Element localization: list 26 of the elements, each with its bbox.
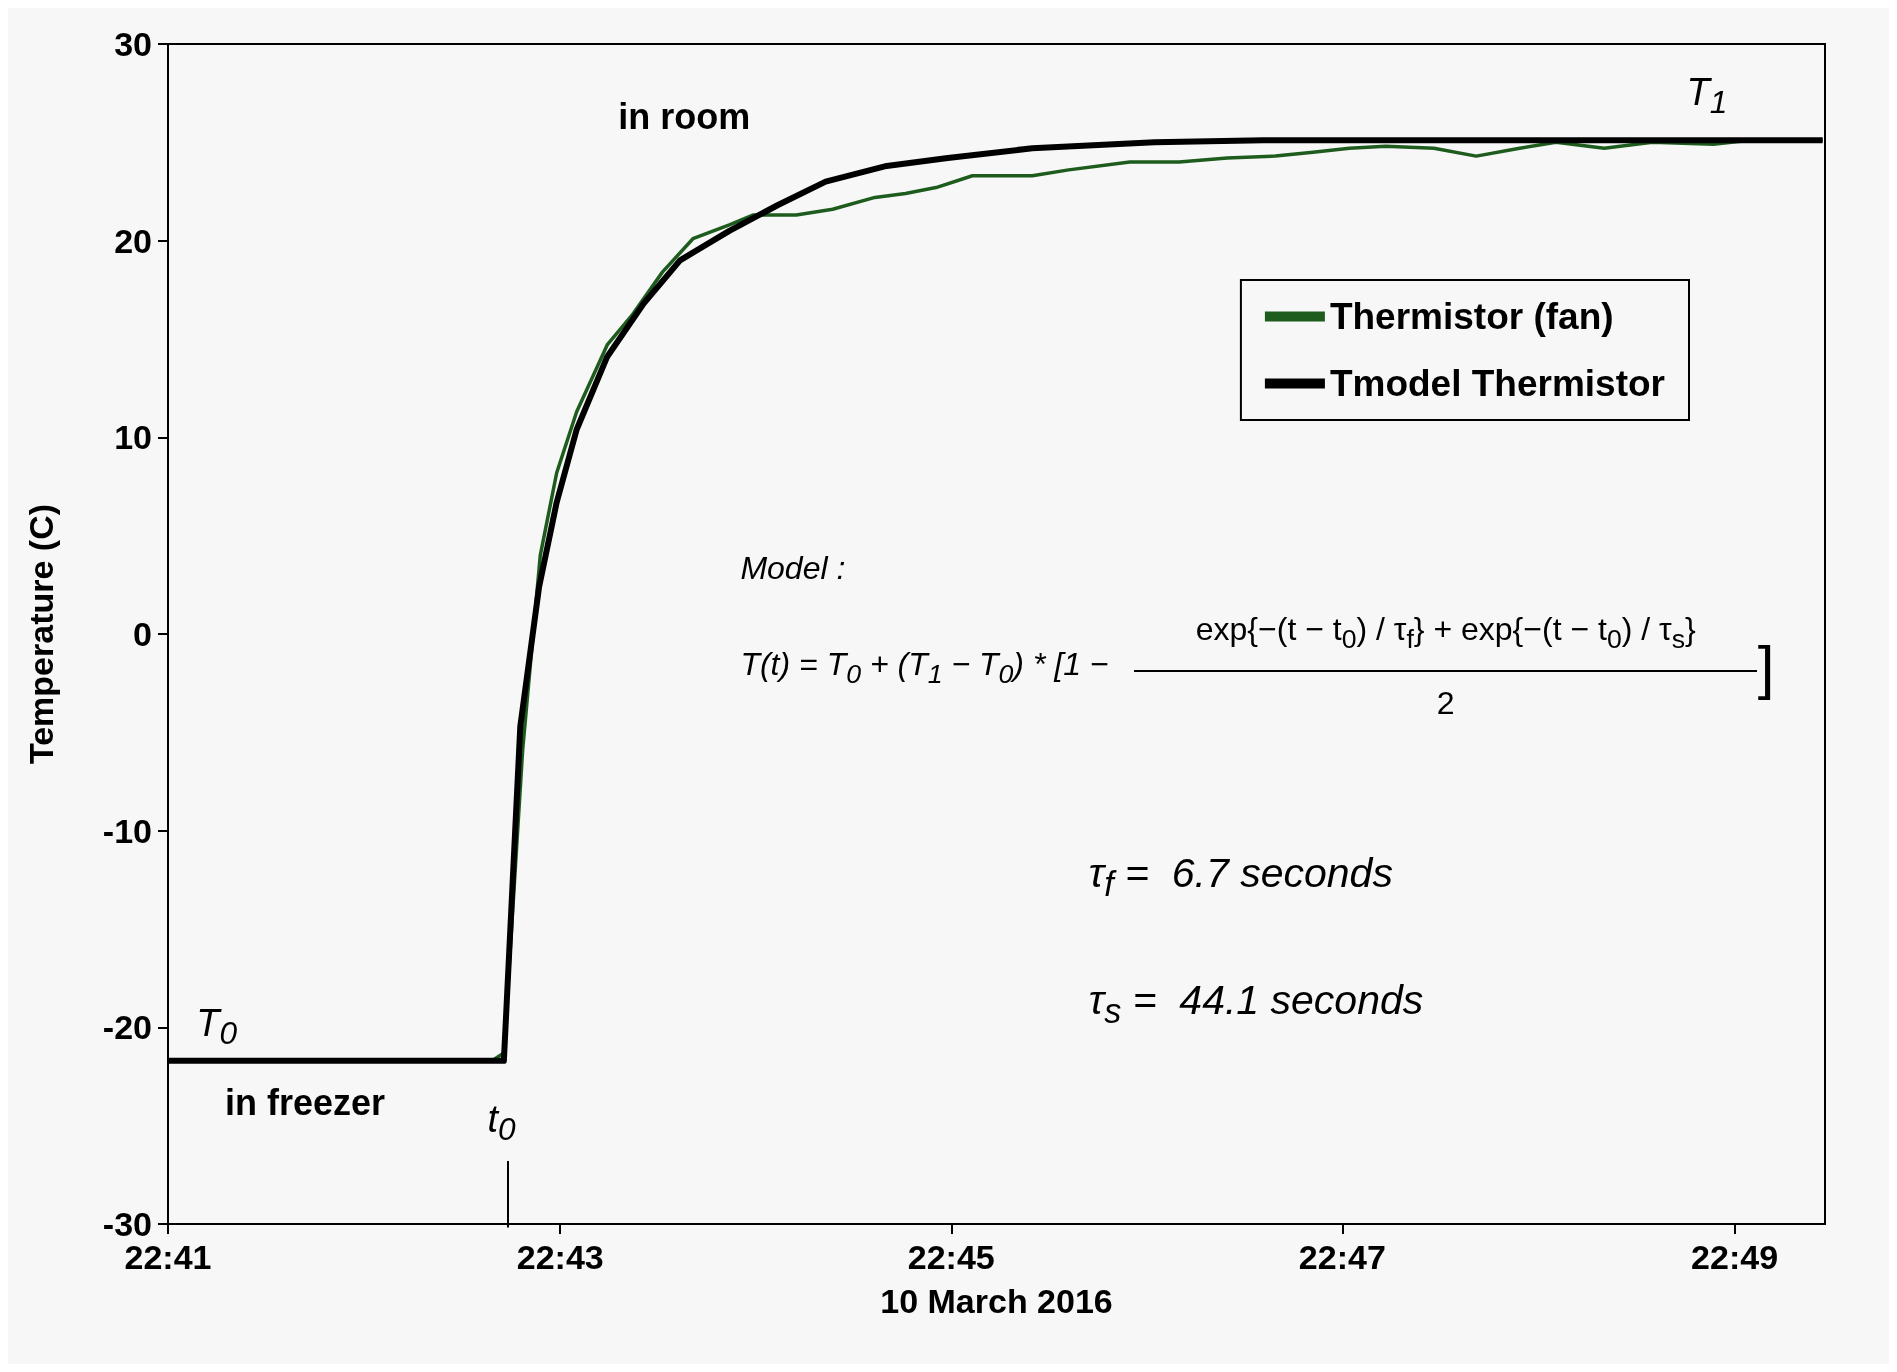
y-tick-label: 0 — [133, 615, 152, 653]
y-tick-label: 10 — [114, 418, 152, 457]
legend-label: Tmodel Thermistor — [1329, 363, 1666, 404]
annotation: T$_{0}$ — [196, 1001, 237, 1052]
annotation: in freezer — [225, 1082, 386, 1124]
annotation: T(t) = T$_{0}$ + (T$_{1}$ − T$_{0}$) * [1 − — [740, 645, 1109, 689]
annotation: ] — [1757, 633, 1775, 701]
x-tick-label: 22:45 — [907, 1238, 995, 1276]
x-tick-label: 22:43 — [516, 1238, 604, 1276]
legend-label: Thermistor (fan) — [1329, 296, 1614, 337]
x-axis-title: 10 March 2016 — [880, 1282, 1113, 1320]
annotation: t$_{0}$ — [487, 1097, 516, 1148]
y-tick-label: -10 — [102, 811, 152, 850]
annotation: Model : — [740, 550, 846, 587]
x-tick-label: 22:49 — [1691, 1238, 1779, 1276]
y-axis-title: Temperature (C) — [22, 503, 60, 765]
y-tick-label: -20 — [102, 1008, 152, 1047]
y-tick-label: 30 — [114, 25, 152, 63]
annotation: τ$_{f}$ = 6.7 seconds — [1088, 849, 1393, 904]
annotation: T$_{1}$ — [1686, 71, 1728, 121]
annotation: in room — [618, 96, 751, 138]
annotation: 2 — [1436, 685, 1455, 722]
text: exp{−(t − t$_{0}$) / τ$_{f}$} + exp{−(t − t$_{0}$) / τ$_{s}$} — [1195, 610, 1696, 654]
annotation: τ$_{s}$ = 44.1 seconds — [1088, 976, 1424, 1031]
y-tick-label: 20 — [114, 221, 152, 260]
x-tick-label: 22:47 — [1298, 1238, 1386, 1276]
